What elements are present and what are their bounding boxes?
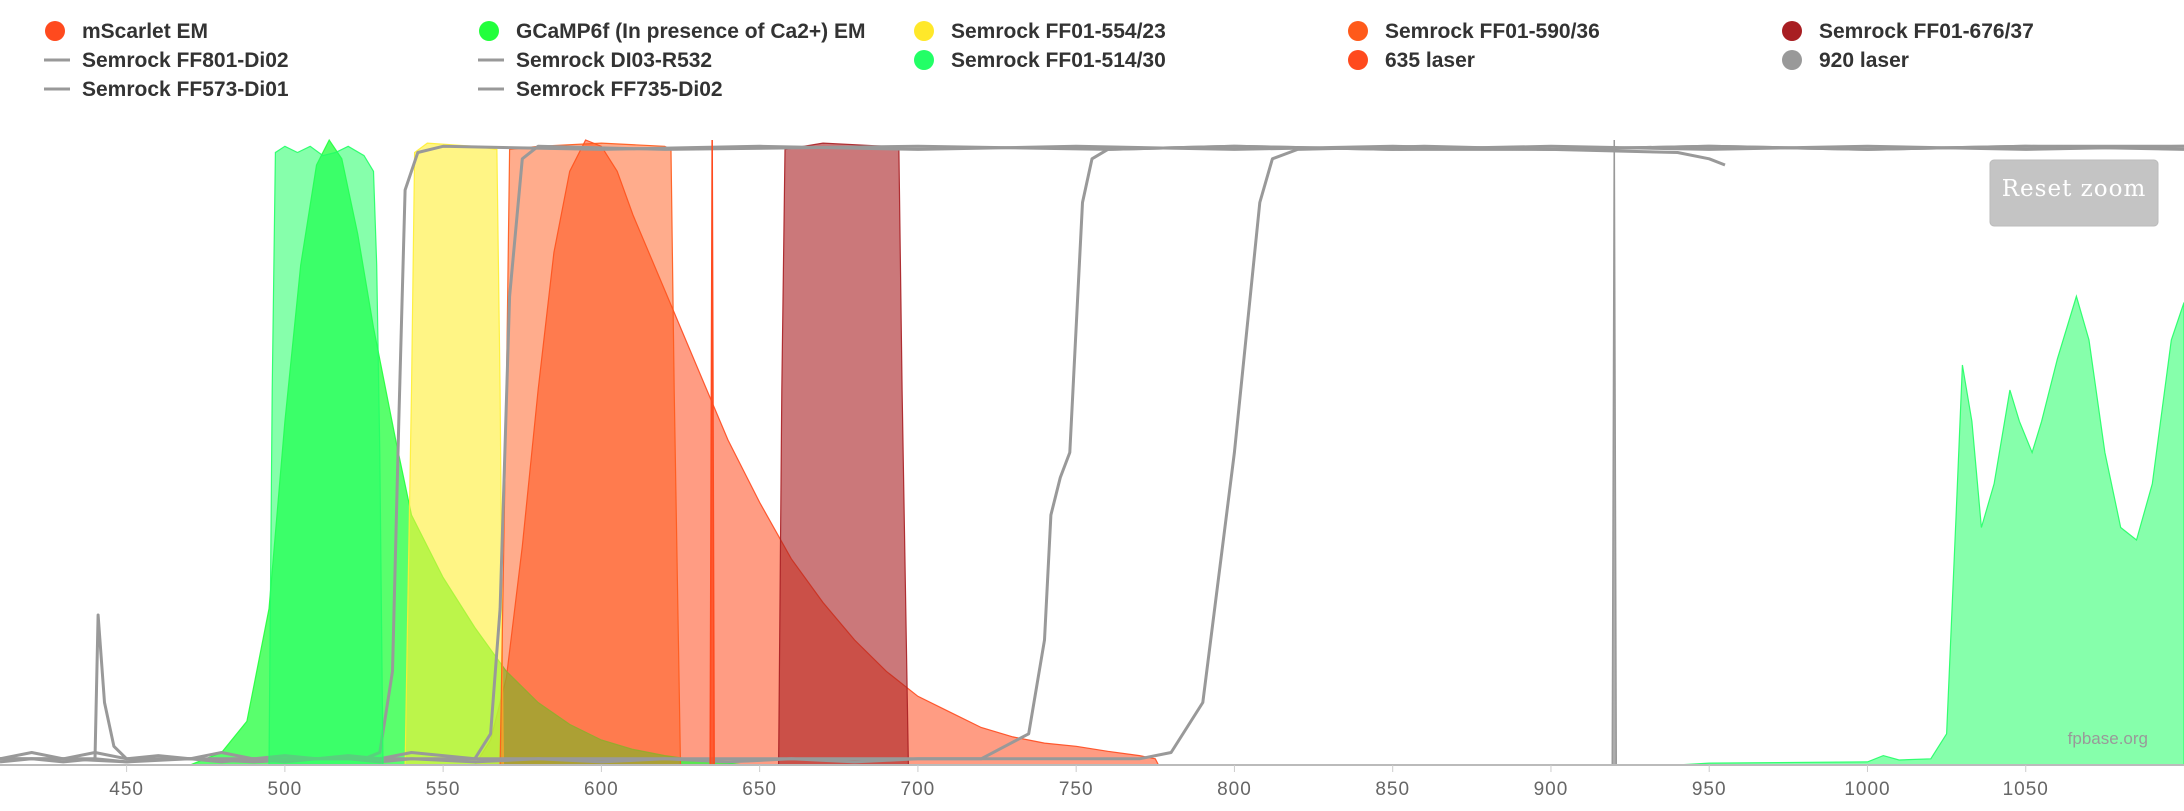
x-tick-label: 800: [1217, 779, 1252, 800]
legend-marker[interactable]: [45, 21, 65, 41]
legend-item-semrock-ff01-590-36[interactable]: Semrock FF01-590/36: [1348, 20, 1600, 43]
x-axis: 450 500 550 600 650 700 750 800 850 900 950 1000 105…: [0, 764, 2184, 800]
legend-marker[interactable]: [1782, 50, 1802, 70]
legend-item-mscarlet-em[interactable]: mScarlet EM: [45, 20, 208, 43]
legend-marker[interactable]: [914, 21, 934, 41]
legend-item-semrock-ff01-554-23[interactable]: Semrock FF01-554/23: [914, 20, 1166, 43]
legend-item-635-laser[interactable]: 635 laser: [1348, 49, 1475, 72]
reset-zoom-background[interactable]: [1989, 159, 2159, 227]
series-semrock-ff01-590-36-area: [499, 142, 682, 766]
reset-zoom-button[interactable]: Reset zoom: [1989, 159, 2159, 227]
legend-label[interactable]: mScarlet EM: [82, 20, 208, 43]
x-tick-label: 850: [1375, 779, 1410, 800]
legend-marker[interactable]: [1782, 21, 1802, 41]
legend-label[interactable]: 635 laser: [1385, 49, 1475, 72]
legend-item-semrock-ff01-514-30[interactable]: Semrock FF01-514/30: [914, 49, 1166, 72]
legend-item-semrock-ff735-di02[interactable]: Semrock FF735-Di02: [478, 78, 723, 101]
legend-label[interactable]: Semrock FF01-590/36: [1385, 20, 1600, 43]
legend-marker[interactable]: [1348, 21, 1368, 41]
legend-label[interactable]: Semrock DI03-R532: [516, 49, 712, 72]
legend-item-gcamp6f-in-presence-of-ca2-em[interactable]: GCaMP6f (In presence of Ca2+) EM: [479, 20, 866, 43]
legend-marker[interactable]: [479, 21, 499, 41]
series-semrock-ff735-di02-line: [0, 144, 2184, 761]
x-tick-label: 650: [742, 779, 777, 800]
legend-label[interactable]: Semrock FF801-Di02: [82, 49, 289, 72]
legend-item-semrock-ff01-676-37[interactable]: Semrock FF01-676/37: [1782, 20, 2034, 43]
legend-item-920-laser[interactable]: 920 laser: [1782, 49, 1909, 72]
series-semrock-ff01-554-23-area: [404, 142, 504, 766]
x-tick-label: 600: [584, 779, 619, 800]
legend-marker[interactable]: [1348, 50, 1368, 70]
legend-item-semrock-ff573-di01[interactable]: Semrock FF573-Di01: [44, 78, 289, 101]
chart-legend: mScarlet EM GCaMP6f (In presence of Ca2+)…: [44, 20, 2034, 101]
x-tick-label: 1050: [2003, 779, 2049, 800]
legend-item-semrock-di03-r532[interactable]: Semrock DI03-R532: [478, 49, 712, 72]
legend-item-semrock-ff801-di02[interactable]: Semrock FF801-Di02: [44, 49, 289, 72]
x-tick-label: 550: [426, 779, 461, 800]
credit-label: fpbase.org: [2068, 729, 2148, 748]
series-920-laser-spike: [1611, 139, 1618, 766]
legend-marker[interactable]: [914, 50, 934, 70]
plot-area: [0, 138, 2184, 766]
legend-label[interactable]: Semrock FF01-554/23: [951, 20, 1166, 43]
legend-label[interactable]: Semrock FF573-Di01: [82, 78, 289, 101]
legend-label[interactable]: 920 laser: [1819, 49, 1909, 72]
series-semrock-ff01-676-37-area: [777, 142, 910, 766]
reset-zoom-label[interactable]: Reset zoom: [2002, 176, 2147, 202]
series-635-laser-spike: [709, 139, 715, 766]
legend-label[interactable]: GCaMP6f (In presence of Ca2+) EM: [516, 20, 866, 43]
x-tick-label: 1000: [1844, 779, 1890, 800]
x-tick-label: 500: [268, 779, 303, 800]
series-semrock-ff01-514-30-area: [268, 145, 2184, 766]
x-tick-label: 950: [1692, 779, 1727, 800]
x-tick-label: 750: [1059, 779, 1094, 800]
x-tick-label: 700: [901, 779, 936, 800]
legend-label[interactable]: Semrock FF01-676/37: [1819, 20, 2034, 43]
legend-label[interactable]: Semrock FF735-Di02: [516, 78, 723, 101]
legend-label[interactable]: Semrock FF01-514/30: [951, 49, 1166, 72]
x-tick-label: 450: [109, 779, 144, 800]
x-tick-label: 900: [1534, 779, 1569, 800]
